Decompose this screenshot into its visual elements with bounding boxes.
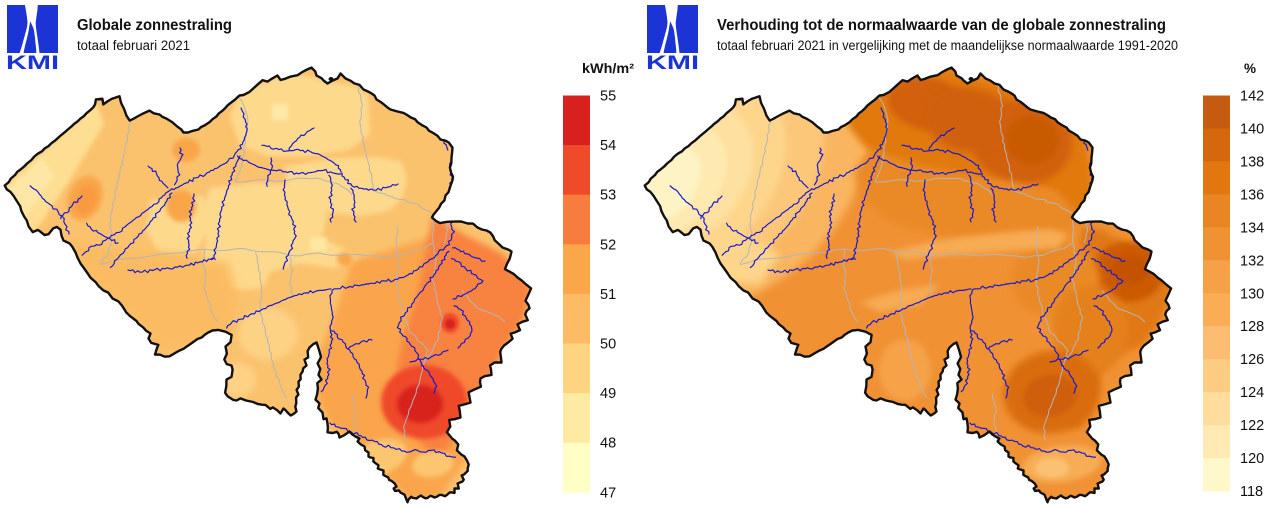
- svg-text:134: 134: [1240, 220, 1264, 236]
- svg-text:Globale zonnestraling: Globale zonnestraling: [77, 17, 232, 34]
- svg-text:140: 140: [1240, 122, 1264, 138]
- svg-text:KMI: KMI: [6, 52, 59, 74]
- svg-text:totaal februari 2021 in vergel: totaal februari 2021 in vergelijking met…: [717, 38, 1178, 53]
- svg-text:55: 55: [600, 89, 616, 105]
- svg-text:142: 142: [1240, 89, 1264, 105]
- svg-text:122: 122: [1240, 418, 1264, 434]
- svg-text:kWh/m²: kWh/m²: [582, 61, 635, 76]
- svg-text:52: 52: [600, 237, 616, 253]
- svg-text:48: 48: [600, 436, 616, 452]
- svg-text:47: 47: [600, 485, 616, 501]
- svg-text:126: 126: [1240, 352, 1264, 368]
- svg-text:124: 124: [1240, 385, 1264, 401]
- svg-text:138: 138: [1240, 154, 1264, 170]
- svg-text:Verhouding tot de normaalwaard: Verhouding tot de normaalwaarde van de g…: [717, 17, 1166, 34]
- svg-text:%: %: [1244, 61, 1256, 76]
- svg-text:totaal februari 2021: totaal februari 2021: [77, 38, 190, 53]
- svg-text:50: 50: [600, 337, 616, 353]
- svg-text:118: 118: [1240, 484, 1263, 500]
- svg-text:54: 54: [600, 138, 616, 154]
- svg-text:136: 136: [1240, 187, 1264, 203]
- svg-text:53: 53: [600, 188, 616, 204]
- svg-text:49: 49: [600, 386, 616, 402]
- svg-text:120: 120: [1240, 451, 1264, 467]
- svg-text:51: 51: [600, 287, 616, 303]
- svg-text:128: 128: [1240, 319, 1264, 335]
- svg-text:132: 132: [1240, 253, 1264, 269]
- svg-text:KMI: KMI: [646, 52, 699, 74]
- svg-text:130: 130: [1240, 286, 1264, 302]
